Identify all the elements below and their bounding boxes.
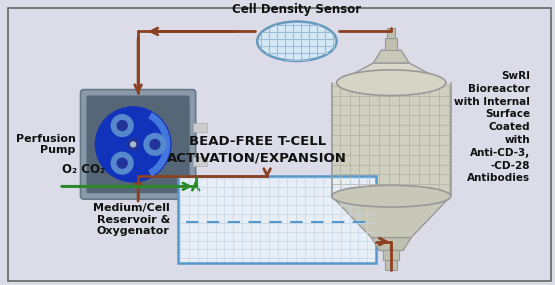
FancyBboxPatch shape	[384, 251, 399, 260]
Circle shape	[130, 142, 135, 147]
Circle shape	[127, 139, 139, 150]
FancyBboxPatch shape	[193, 157, 206, 166]
Circle shape	[117, 121, 127, 131]
FancyBboxPatch shape	[385, 38, 397, 50]
FancyBboxPatch shape	[387, 28, 395, 38]
FancyBboxPatch shape	[178, 176, 376, 263]
Text: BEAD-FREE T-CELL
ACTIVATION/EXPANSION: BEAD-FREE T-CELL ACTIVATION/EXPANSION	[167, 135, 347, 165]
Text: O₂ CO₂: O₂ CO₂	[62, 163, 105, 176]
Circle shape	[95, 107, 171, 182]
Polygon shape	[332, 196, 451, 238]
Circle shape	[150, 139, 160, 149]
Polygon shape	[337, 63, 446, 83]
FancyBboxPatch shape	[332, 83, 451, 196]
FancyBboxPatch shape	[87, 95, 190, 193]
Circle shape	[144, 134, 166, 155]
Text: SwRI
Bioreactor
with Internal
Surface
Coated
with
Anti-CD-3,
-CD-28
Antibodies: SwRI Bioreactor with Internal Surface Co…	[455, 71, 530, 183]
Text: Perfusion
Pump: Perfusion Pump	[16, 134, 75, 155]
Polygon shape	[371, 238, 411, 251]
FancyBboxPatch shape	[385, 260, 397, 270]
Text: Cell Density Sensor: Cell Density Sensor	[233, 3, 361, 16]
Polygon shape	[374, 50, 409, 63]
Circle shape	[117, 158, 127, 168]
Ellipse shape	[337, 70, 446, 95]
Ellipse shape	[332, 185, 451, 207]
Circle shape	[112, 152, 133, 174]
FancyBboxPatch shape	[193, 123, 206, 132]
Text: Medium/Cell
Reservoir &
Oxygenator: Medium/Cell Reservoir & Oxygenator	[93, 203, 170, 237]
Circle shape	[112, 115, 133, 137]
Ellipse shape	[257, 22, 337, 61]
FancyBboxPatch shape	[80, 89, 196, 199]
